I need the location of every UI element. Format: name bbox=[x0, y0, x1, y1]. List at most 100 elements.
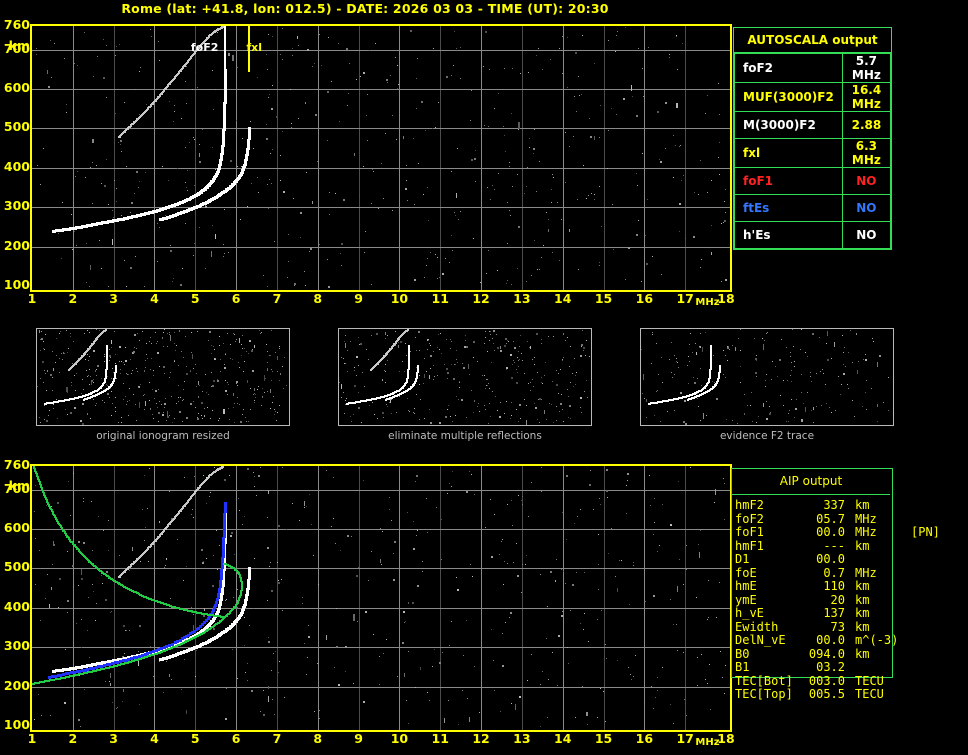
noise-pixel bbox=[266, 599, 268, 601]
noise-pixel bbox=[193, 517, 195, 519]
noise-pixel bbox=[98, 240, 100, 241]
noise-pixel bbox=[176, 344, 177, 346]
trace-point bbox=[187, 609, 190, 612]
ionogram-bottom-plot[interactable] bbox=[30, 464, 732, 732]
noise-pixel bbox=[552, 252, 554, 254]
noise-pixel bbox=[267, 696, 269, 702]
noise-pixel bbox=[176, 168, 178, 170]
trace-point bbox=[709, 358, 712, 361]
noise-pixel bbox=[195, 649, 197, 651]
noise-pixel bbox=[513, 359, 515, 361]
noise-pixel bbox=[616, 660, 618, 662]
noise-pixel bbox=[667, 411, 669, 413]
noise-pixel bbox=[544, 361, 546, 363]
noise-pixel bbox=[583, 349, 585, 351]
trace-point bbox=[239, 593, 242, 596]
noise-pixel bbox=[157, 388, 159, 390]
noise-pixel bbox=[43, 148, 45, 150]
noise-pixel bbox=[370, 203, 372, 205]
noise-pixel bbox=[415, 534, 417, 536]
noise-pixel bbox=[568, 366, 570, 368]
noise-pixel bbox=[567, 396, 569, 397]
noise-pixel bbox=[92, 379, 94, 380]
noise-pixel bbox=[63, 58, 65, 60]
noise-pixel bbox=[647, 199, 649, 201]
noise-pixel bbox=[96, 329, 98, 331]
noise-pixel bbox=[511, 377, 514, 380]
trace-point bbox=[105, 361, 108, 364]
noise-pixel bbox=[341, 357, 343, 359]
trace-point bbox=[708, 374, 711, 377]
noise-pixel bbox=[567, 389, 569, 391]
noise-pixel bbox=[44, 369, 46, 371]
noise-pixel bbox=[72, 473, 74, 475]
noise-pixel bbox=[340, 397, 342, 399]
noise-pixel bbox=[724, 377, 726, 379]
noise-pixel bbox=[41, 360, 44, 363]
trace-point bbox=[199, 624, 203, 628]
noise-pixel bbox=[344, 335, 346, 337]
noise-pixel bbox=[646, 399, 648, 403]
trace-point bbox=[222, 523, 226, 527]
x-axis-tick-4: 4 bbox=[150, 291, 159, 306]
noise-pixel bbox=[474, 157, 477, 160]
trace-point bbox=[221, 554, 225, 558]
trace-point bbox=[67, 671, 71, 675]
noise-pixel bbox=[556, 202, 558, 203]
trace-point bbox=[240, 579, 243, 582]
noise-pixel bbox=[105, 598, 108, 601]
noise-pixel bbox=[268, 179, 270, 181]
noise-pixel bbox=[700, 259, 702, 261]
marker-line-fxl[interactable] bbox=[248, 26, 251, 72]
noise-pixel bbox=[604, 643, 606, 645]
noise-pixel bbox=[397, 64, 399, 66]
noise-pixel bbox=[851, 362, 853, 364]
noise-pixel bbox=[127, 415, 129, 417]
noise-pixel bbox=[75, 245, 77, 247]
noise-pixel bbox=[97, 55, 99, 57]
noise-pixel bbox=[440, 519, 442, 521]
noise-pixel bbox=[540, 376, 542, 378]
noise-pixel bbox=[291, 126, 293, 128]
noise-pixel bbox=[80, 420, 82, 423]
noise-pixel bbox=[446, 338, 448, 340]
noise-pixel bbox=[204, 206, 207, 209]
x-axis-tick-16: 16 bbox=[635, 291, 654, 306]
noise-pixel bbox=[799, 348, 801, 350]
trace-point bbox=[406, 375, 409, 378]
noise-pixel bbox=[495, 333, 497, 335]
noise-pixel bbox=[290, 122, 292, 124]
trace-point bbox=[83, 672, 85, 675]
noise-pixel bbox=[358, 93, 360, 95]
noise-pixel bbox=[169, 250, 172, 252]
noise-pixel bbox=[269, 153, 271, 155]
noise-pixel bbox=[405, 700, 407, 702]
noise-pixel bbox=[830, 412, 832, 414]
ionogram-top-plot[interactable]: foF2 fxl bbox=[30, 24, 732, 292]
noise-pixel bbox=[497, 172, 499, 174]
noise-pixel bbox=[161, 413, 164, 416]
noise-pixel bbox=[306, 656, 308, 658]
noise-pixel bbox=[185, 416, 188, 419]
noise-pixel bbox=[462, 366, 465, 369]
thumbnail-eliminate-multiple-reflections[interactable] bbox=[338, 328, 592, 426]
noise-pixel bbox=[475, 180, 477, 182]
thumbnail-original-ionogram[interactable] bbox=[36, 328, 290, 426]
noise-pixel bbox=[281, 366, 283, 368]
noise-pixel bbox=[49, 715, 51, 716]
marker-line-foF2[interactable] bbox=[223, 26, 226, 72]
thumbnail-evidence-f2-trace[interactable] bbox=[640, 328, 894, 426]
aip-row-hve: h_vE 137 km bbox=[735, 606, 911, 620]
noise-pixel bbox=[61, 258, 63, 260]
noise-pixel bbox=[266, 184, 268, 186]
trace-point bbox=[407, 329, 410, 331]
aip-value: 003.0 bbox=[808, 673, 845, 688]
noise-pixel bbox=[50, 76, 52, 78]
noise-pixel bbox=[164, 566, 166, 568]
noise-pixel bbox=[194, 675, 196, 677]
noise-pixel bbox=[404, 622, 406, 624]
noise-pixel bbox=[452, 249, 454, 251]
noise-pixel bbox=[277, 671, 279, 673]
noise-pixel bbox=[158, 401, 160, 403]
noise-pixel bbox=[706, 415, 708, 417]
